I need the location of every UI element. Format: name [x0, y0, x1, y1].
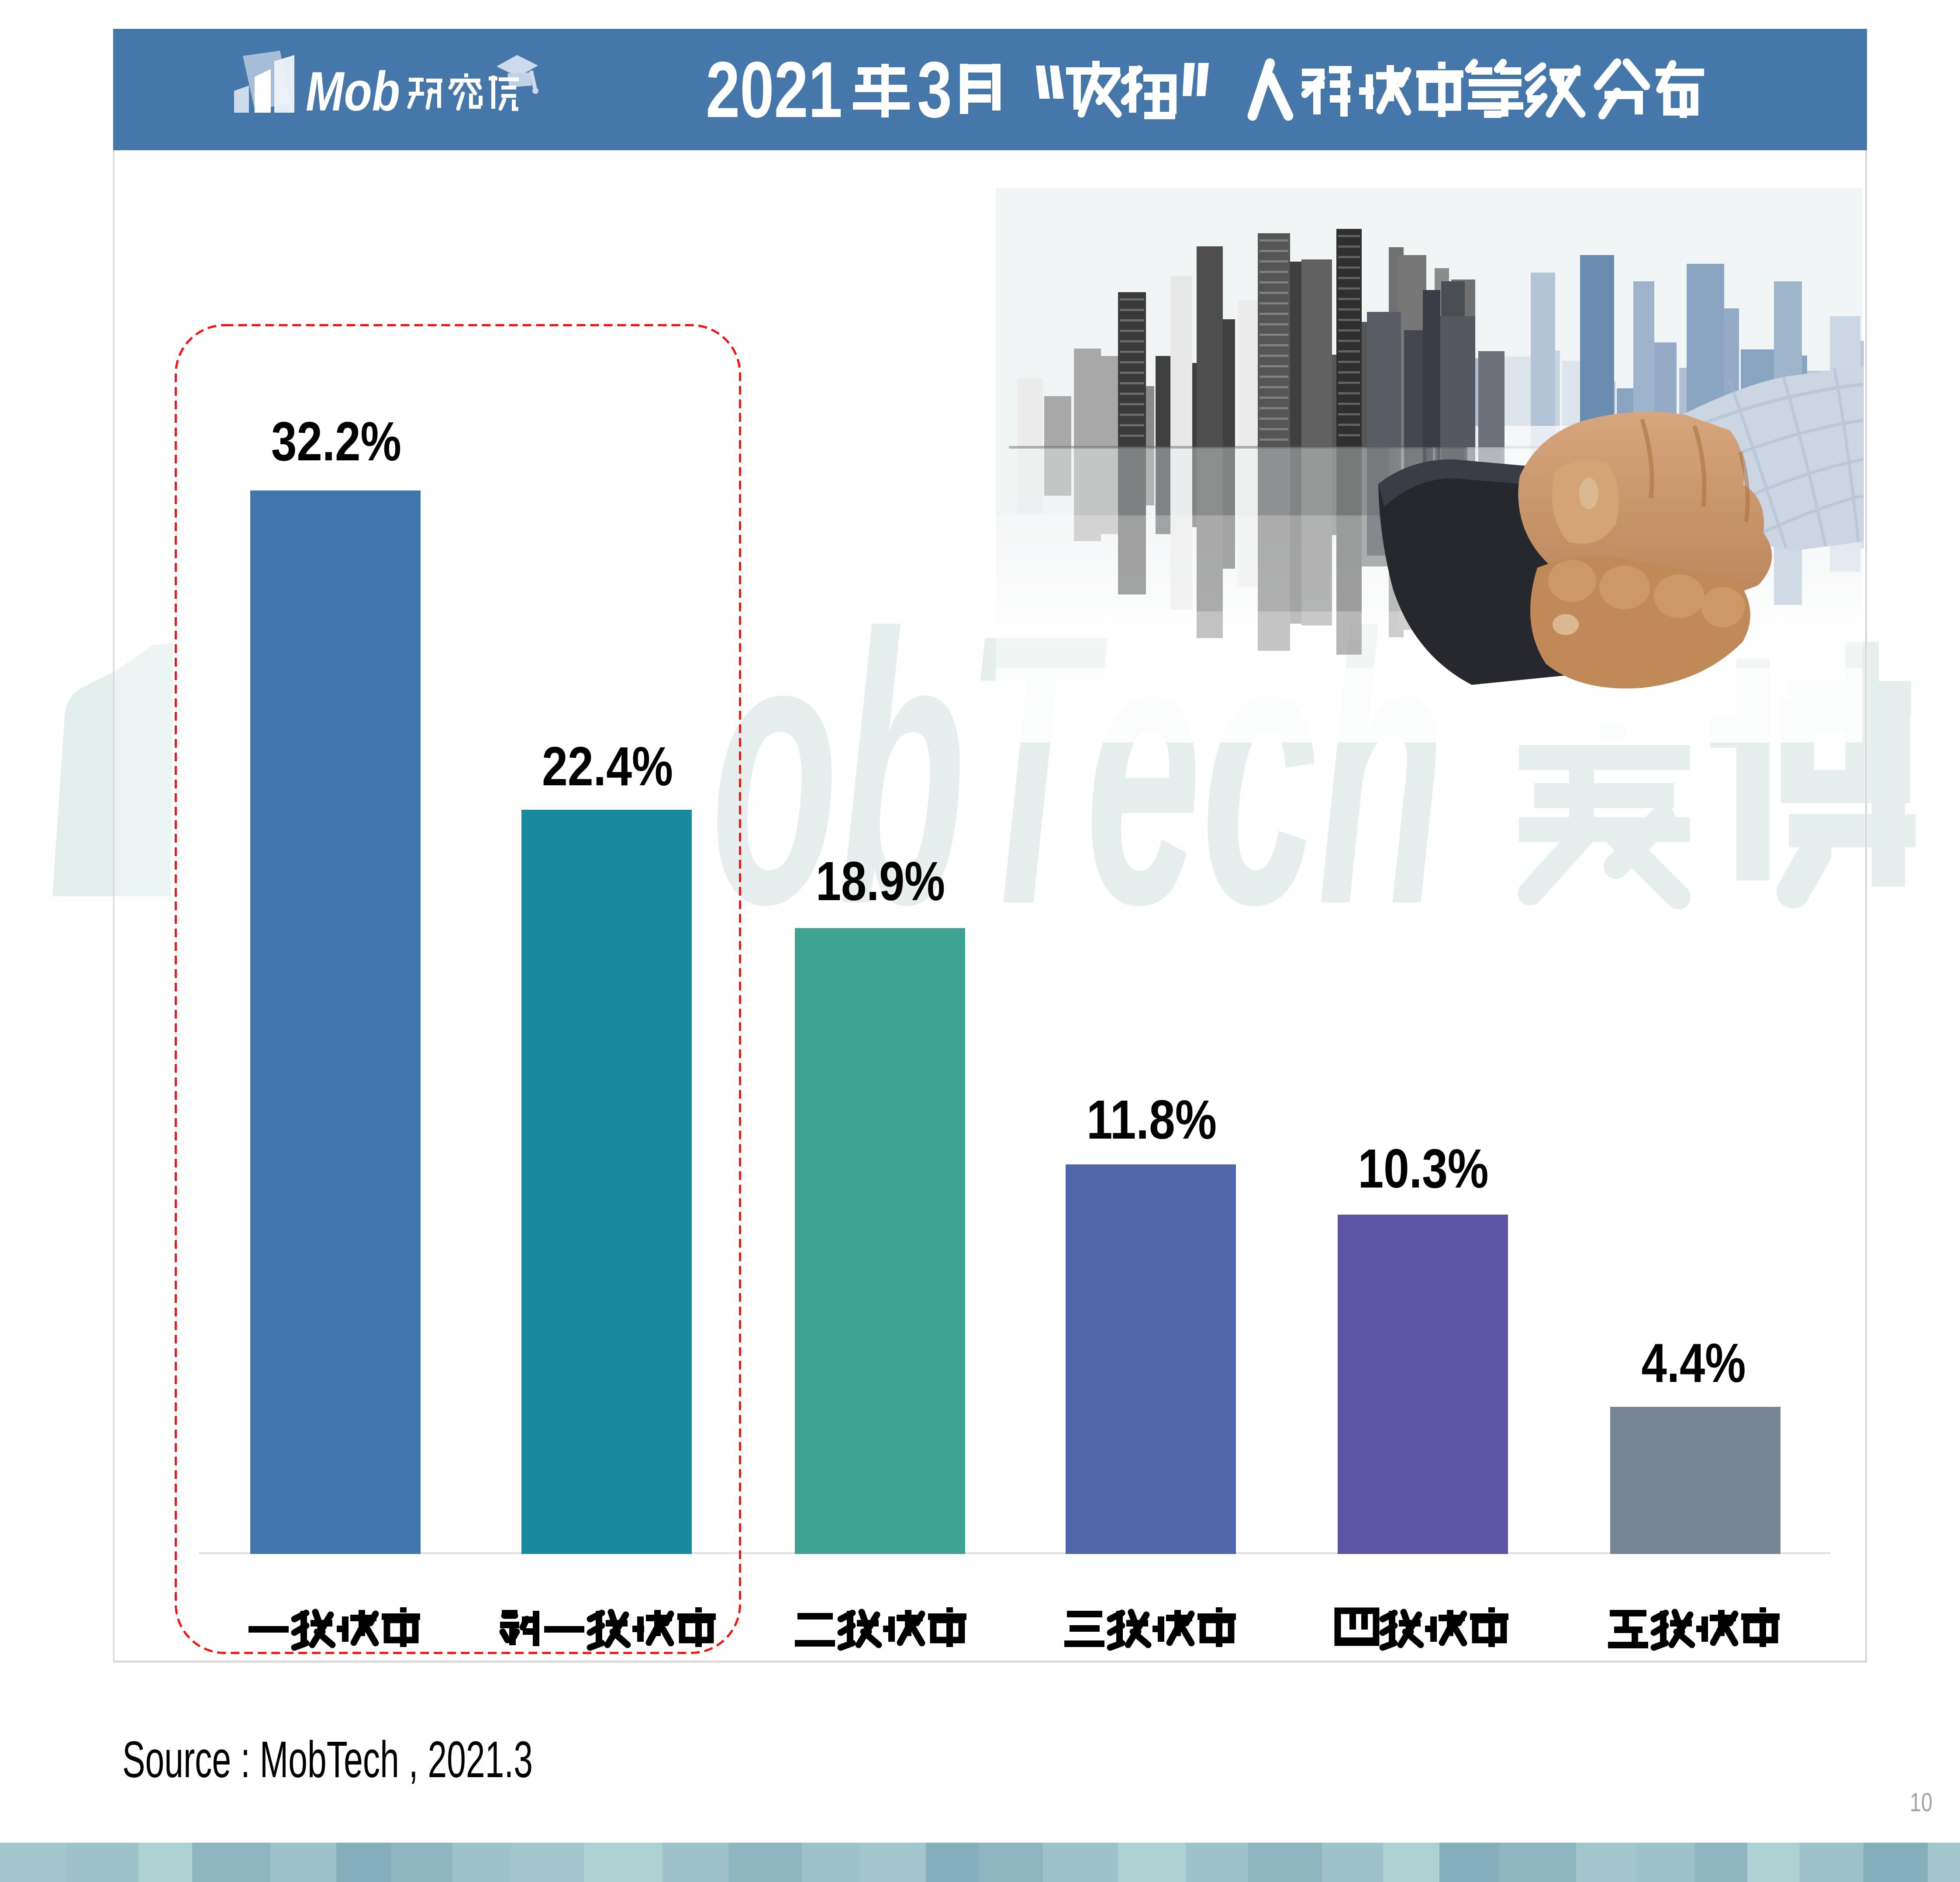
svg-text:32.2%: 32.2% — [271, 411, 401, 472]
svg-text:Mob: Mob — [306, 60, 400, 122]
svg-text:22.4%: 22.4% — [542, 736, 673, 797]
svg-text:11.8%: 11.8% — [1087, 1089, 1217, 1150]
svg-text:4.4%: 4.4% — [1642, 1332, 1746, 1394]
svg-text:18.9%: 18.9% — [816, 850, 945, 912]
svg-text:10.3%: 10.3% — [1358, 1138, 1489, 1199]
svg-text:Source : MobTech , 2021.3: Source : MobTech , 2021.3 — [122, 1731, 533, 1789]
svg-text:10: 10 — [1910, 1788, 1932, 1817]
svg-text:3: 3 — [917, 45, 952, 134]
svg-text:2021: 2021 — [706, 45, 842, 134]
